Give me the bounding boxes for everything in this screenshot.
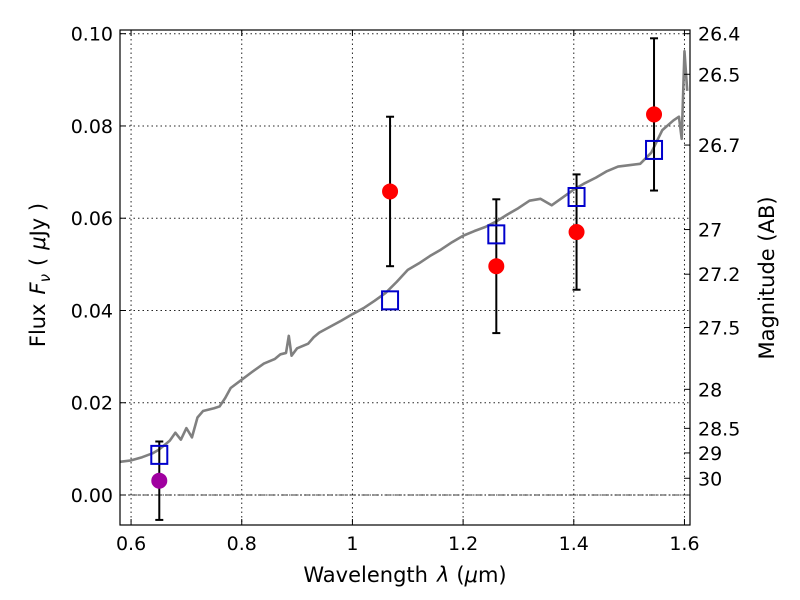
model-spectrum-line: [119, 49, 689, 464]
model-flux-square: [645, 139, 664, 160]
magnitude-tick-label: 30: [698, 468, 722, 490]
observed-flux-point: [382, 183, 399, 200]
observed-flux-point: [488, 258, 505, 275]
x-axis-label: Wavelength λ (μm): [303, 563, 506, 587]
model-flux-square: [150, 444, 169, 465]
magnitude-tick-label: 27.5: [698, 318, 740, 340]
magnitude-axis-label: Magnitude (AB): [755, 196, 779, 359]
magnitude-tick-label: 27.2: [698, 264, 740, 286]
y-tick-label: 0.04: [71, 300, 113, 322]
magnitude-tick-label: 26.5: [698, 64, 740, 86]
x-tick-label: 1: [346, 533, 358, 555]
plot-frame: [119, 29, 691, 526]
x-tick-label: 1.6: [669, 533, 699, 555]
magnitude-tick-label: 26.7: [698, 135, 740, 157]
tick-layer: 0.6 0.8 1 1.2 1.4 1.6 0.00 0.02 0.04 0.06 0.08 0.10…: [71, 24, 741, 555]
x-axis-symbol: λ: [436, 563, 449, 587]
x-tick-label: 0.8: [227, 533, 257, 555]
y-axis-subscript: ν: [36, 274, 54, 282]
x-axis-label-text: Wavelength: [303, 563, 428, 587]
x-tick-label: 0.6: [116, 533, 146, 555]
grid-layer: [120, 30, 690, 525]
model-flux-square: [567, 186, 586, 207]
y-tick-label: 0.06: [71, 208, 113, 230]
y-tick-label: 0.08: [71, 116, 113, 138]
x-axis-unit-rest: m): [478, 563, 507, 587]
y-tick-label: 0.10: [71, 24, 113, 46]
plot-layer: [119, 37, 689, 521]
x-tick-label: 1.2: [448, 533, 478, 555]
observed-flux-point: [151, 472, 168, 489]
magnitude-tick-label: 27: [698, 220, 722, 242]
y-axis-unit-open: (: [26, 258, 50, 266]
y-axis-label-text: Flux: [26, 303, 50, 347]
model-flux-square: [487, 224, 506, 245]
magnitude-tick-label: 29: [698, 443, 722, 465]
observed-flux-point: [568, 224, 585, 241]
observed-flux-point: [646, 106, 663, 123]
y-axis-unit-rest: Jy ): [26, 203, 50, 239]
x-axis-unit-open: (: [456, 563, 464, 587]
y-tick-label: 0.02: [71, 393, 113, 415]
x-tick-label: 1.4: [559, 533, 589, 555]
y-axis-label: Flux Fν ( μJy ): [26, 203, 54, 347]
x-axis-unit-mu: μ: [464, 563, 478, 587]
y-axis-symbol: F: [26, 281, 50, 294]
magnitude-tick-label: 28.5: [698, 418, 740, 440]
model-flux-square: [381, 290, 400, 311]
magnitude-tick-label: 28: [698, 379, 722, 401]
y-axis-unit-mu: μ: [26, 236, 50, 250]
y-tick-label: 0.00: [71, 485, 113, 507]
magnitude-tick-label: 26.4: [698, 24, 740, 46]
